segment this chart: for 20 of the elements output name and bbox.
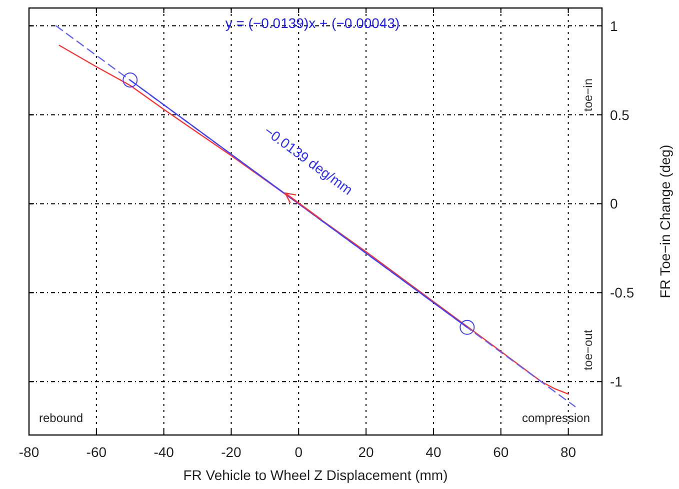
y-axis-title: FR Toe−in Change (deg): [657, 144, 673, 298]
annotation: toe−in: [581, 78, 595, 112]
y-tick-label: -1: [610, 374, 623, 390]
x-tick-label: 0: [294, 444, 303, 460]
y-tick-label: 0.5: [610, 106, 630, 123]
y-tick-label: 0: [610, 196, 618, 212]
x-axis-title: FR Vehicle to Wheel Z Displacement (mm): [183, 467, 448, 483]
x-tick-label: 20: [358, 444, 374, 460]
x-tick-label: 80: [560, 444, 576, 460]
x-tick-label: -60: [86, 444, 107, 460]
annotation: toe−out: [581, 329, 595, 370]
x-tick-label: 60: [493, 444, 509, 460]
x-tick-label: -40: [154, 444, 174, 460]
annotation: compression: [522, 411, 590, 425]
x-tick-label: -80: [18, 444, 40, 460]
x-tick-label: -20: [221, 444, 242, 460]
annotation: rebound: [39, 411, 84, 425]
y-tick-label: 1: [610, 18, 618, 34]
y-tick-label: -0.5: [610, 284, 634, 301]
x-tick-label: 40: [426, 444, 442, 460]
